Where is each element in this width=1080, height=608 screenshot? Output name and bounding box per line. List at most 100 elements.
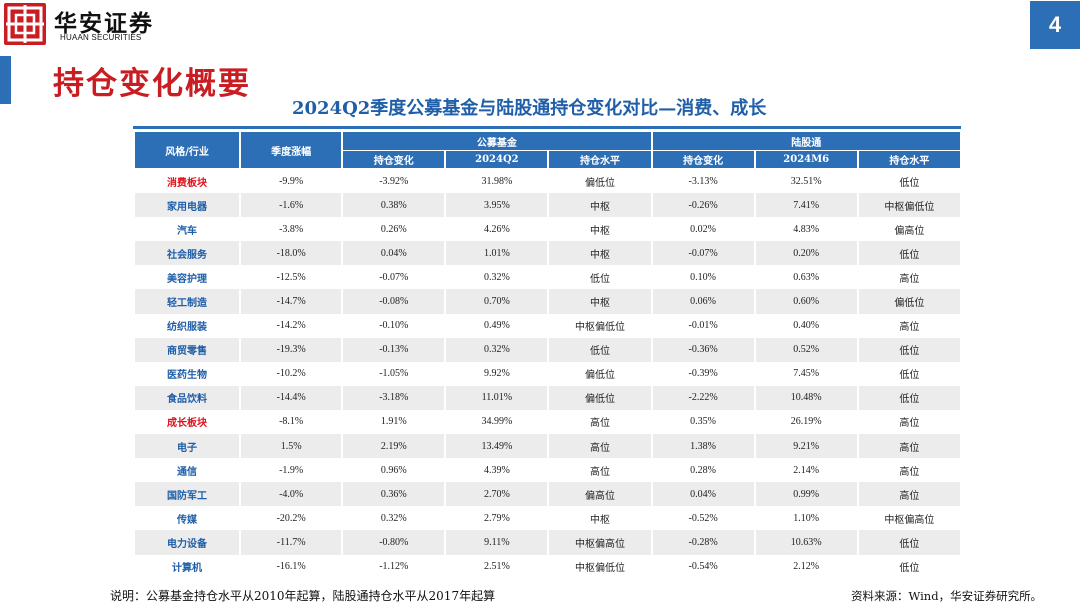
cell-industry: 社会服务 [135,241,240,266]
cell-hk-value: 10.48% [755,385,857,410]
header-group-fund: 公募基金 [343,132,651,151]
cell-fund-value: 2.70% [446,482,548,507]
cell-hk-value: 7.41% [755,193,857,218]
cell-hk-level: 低位 [858,241,960,266]
cell-hk-delta: -2.22% [652,385,754,410]
cell-quarter-change: -3.8% [279,223,304,235]
brand-name-cn: 华安证券 [54,10,154,37]
cell-hk-delta: 0.04% [652,482,754,507]
header-industry: 风格/行业 [135,132,240,169]
cell-fund-value: 31.98% [481,175,513,187]
cell-hk-value: 9.21% [755,434,857,459]
header-group-northbound: 陆股通 [652,132,960,151]
cell-quarter-change: -9.9% [279,175,304,187]
cell-fund-delta: -0.07% [379,271,409,283]
cell-hk-delta: 1.38% [652,434,754,459]
cell-fund-level: 偏低位 [549,385,651,410]
table-row: 通信 -1.9% 0.96% 4.39% 高位 0.28% 2.14% 高位 [135,458,960,482]
cell-fund-level: 高位 [589,418,610,430]
cell-quarter-change: -14.7% [241,289,342,314]
cell-fund-level: 高位 [589,466,610,478]
cell-hk-level: 偏低位 [858,289,960,314]
cell-industry: 汽车 [177,225,198,237]
cell-fund-delta: 0.26% [380,223,407,235]
cell-hk-level: 偏高位 [894,225,925,237]
cell-hk-delta: -0.26% [652,193,754,218]
table-row: 国防军工 -4.0% 0.36% 2.70% 偏高位 0.04% 0.99% 高位 [135,482,960,507]
footnote: 说明：公募基金持仓水平从2010年起算，陆股通持仓水平从2017年起算 [110,589,496,603]
cell-hk-level: 低位 [899,370,920,382]
cell-quarter-change: -1.6% [241,193,342,218]
cell-hk-value: 1.10% [793,512,820,524]
cell-hk-delta: -0.54% [688,561,718,573]
table-row: 轻工制造 -14.7% -0.08% 0.70% 中枢 0.06% 0.60% 偏低位 [135,289,960,314]
table-row: 美容护理 -12.5% -0.07% 0.32% 低位 0.10% 0.63% 高位 [135,265,960,289]
cell-fund-value: 11.01% [446,385,548,410]
cell-hk-delta: -0.52% [688,512,718,524]
table-row: 家用电器 -1.6% 0.38% 3.95% 中枢 -0.26% 7.41% 中枢偏低位 [135,193,960,218]
cell-hk-level: 高位 [899,418,920,430]
cell-fund-level: 中枢 [589,225,610,237]
cell-industry: 美容护理 [167,273,208,285]
cell-hk-level: 高位 [858,434,960,459]
table-row: 计算机 -16.1% -1.12% 2.51% 中枢偏低位 -0.54% 2.12% 低位 [135,555,960,579]
cell-fund-level: 中枢 [549,289,651,314]
table-body: 消费板块 -9.9% -3.92% 31.98% 偏低位 -3.13% 32.51% 低位 家用… [135,169,960,579]
cell-fund-delta: 0.32% [380,512,407,524]
cell-fund-delta: 1.91% [380,416,407,428]
cell-fund-level: 高位 [549,434,651,459]
cell-fund-level: 低位 [549,337,651,362]
cell-hk-value: 26.19% [790,416,822,428]
cell-hk-delta: -0.39% [688,368,718,380]
cell-hk-level: 低位 [899,563,920,575]
cell-fund-level: 中枢偏低位 [574,322,625,334]
source-note: 资料来源：Wind，华安证券研究所。 [851,589,1043,603]
cell-fund-value: 13.49% [446,434,548,459]
cell-hk-delta: -3.13% [688,175,718,187]
page-title: 持仓变化概要 [53,66,251,102]
page-number: 4 [1030,1,1080,49]
header-hk-level: 持仓水平 [858,151,960,169]
cell-quarter-change: -4.0% [241,482,342,507]
cell-fund-value: 9.11% [446,530,548,555]
cell-fund-delta: -0.08% [343,289,445,314]
cell-fund-value: 2.79% [483,512,510,524]
cell-quarter-change: -12.5% [276,271,306,283]
cell-fund-delta: -3.18% [343,385,445,410]
cell-industry: 医药生物 [167,370,208,382]
cell-fund-delta: -0.10% [379,320,409,332]
cell-hk-level: 中枢偏低位 [858,193,960,218]
header-quarter-change: 季度涨幅 [241,132,342,169]
cell-fund-value: 1.01% [446,241,548,266]
table-row: 消费板块 -9.9% -3.92% 31.98% 偏低位 -3.13% 32.51% 低位 [135,169,960,193]
cell-industry: 成长板块 [167,418,208,430]
table-title: 2024Q2季度公募基金与陆股通持仓变化对比—消费、成长 [292,98,767,119]
header-fund-value: 2024Q2 [446,151,548,169]
cell-fund-value: 2.51% [483,561,510,573]
cell-fund-delta: -1.12% [379,561,409,573]
cell-fund-value: 3.95% [446,193,548,218]
cell-quarter-change: -14.2% [276,320,306,332]
cell-quarter-change: -18.0% [241,241,342,266]
cell-hk-delta: -0.36% [652,337,754,362]
header-hk-delta: 持仓变化 [652,151,754,169]
cell-quarter-change: -16.1% [276,561,306,573]
table-row: 社会服务 -18.0% 0.04% 1.01% 中枢 -0.07% 0.20% 低位 [135,241,960,266]
cell-fund-level: 中枢 [589,514,610,526]
cell-industry: 计算机 [172,563,203,575]
header-fund-delta: 持仓变化 [343,151,445,169]
title-accent-bar [0,56,11,104]
table-row: 电力设备 -11.7% -0.80% 9.11% 中枢偏高位 -0.28% 10.63% 低位 [135,530,960,555]
cell-hk-value: 10.63% [755,530,857,555]
cell-hk-value: 7.45% [793,368,820,380]
cell-industry: 消费板块 [167,177,208,189]
cell-hk-value: 0.40% [793,320,820,332]
logo-emblem-icon [6,5,44,43]
cell-quarter-change: -19.3% [241,337,342,362]
table-top-rule [133,126,961,129]
cell-industry: 纺织服装 [167,322,208,334]
cell-fund-value: 0.70% [446,289,548,314]
table-row: 食品饮料 -14.4% -3.18% 11.01% 偏低位 -2.22% 10.48% 低位 [135,385,960,410]
cell-quarter-change: 1.5% [241,434,342,459]
cell-hk-delta: 0.35% [690,416,717,428]
